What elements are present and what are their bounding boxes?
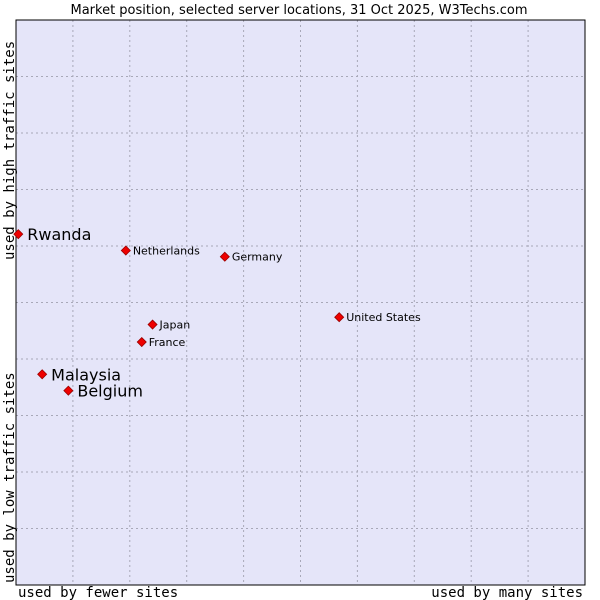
plot-border — [15, 19, 586, 586]
data-points: Rwanda Netherlands Germany United States Jap… — [13, 225, 421, 401]
data-point-united-states — [334, 312, 345, 323]
x-axis-label-right: used by many sites — [431, 585, 583, 600]
data-point-rwanda — [13, 229, 24, 240]
x-axis-label-left: used by fewer sites — [18, 585, 178, 600]
data-label-belgium: Belgium — [77, 382, 143, 401]
data-point-japan — [147, 319, 158, 330]
data-point-belgium — [63, 385, 74, 396]
data-label-netherlands: Netherlands — [133, 245, 200, 258]
data-point-malaysia — [37, 369, 48, 380]
data-point-france — [136, 336, 147, 348]
data-point-netherlands — [120, 245, 131, 256]
data-label-malaysia: Malaysia — [51, 365, 121, 384]
data-label-japan: Japan — [159, 319, 191, 332]
data-label-rwanda: Rwanda — [27, 225, 91, 244]
data-point-germany — [219, 251, 230, 262]
chart-title: Market position, selected server locatio… — [70, 3, 527, 18]
data-label-france: France — [149, 336, 186, 349]
data-label-germany: Germany — [232, 251, 283, 264]
y-axis-label-bottom: used by low traffic sites — [2, 372, 18, 583]
data-label-united-states: United States — [346, 311, 421, 324]
y-axis-label-top: used by high traffic sites — [2, 41, 18, 260]
grid-lines — [16, 20, 585, 585]
